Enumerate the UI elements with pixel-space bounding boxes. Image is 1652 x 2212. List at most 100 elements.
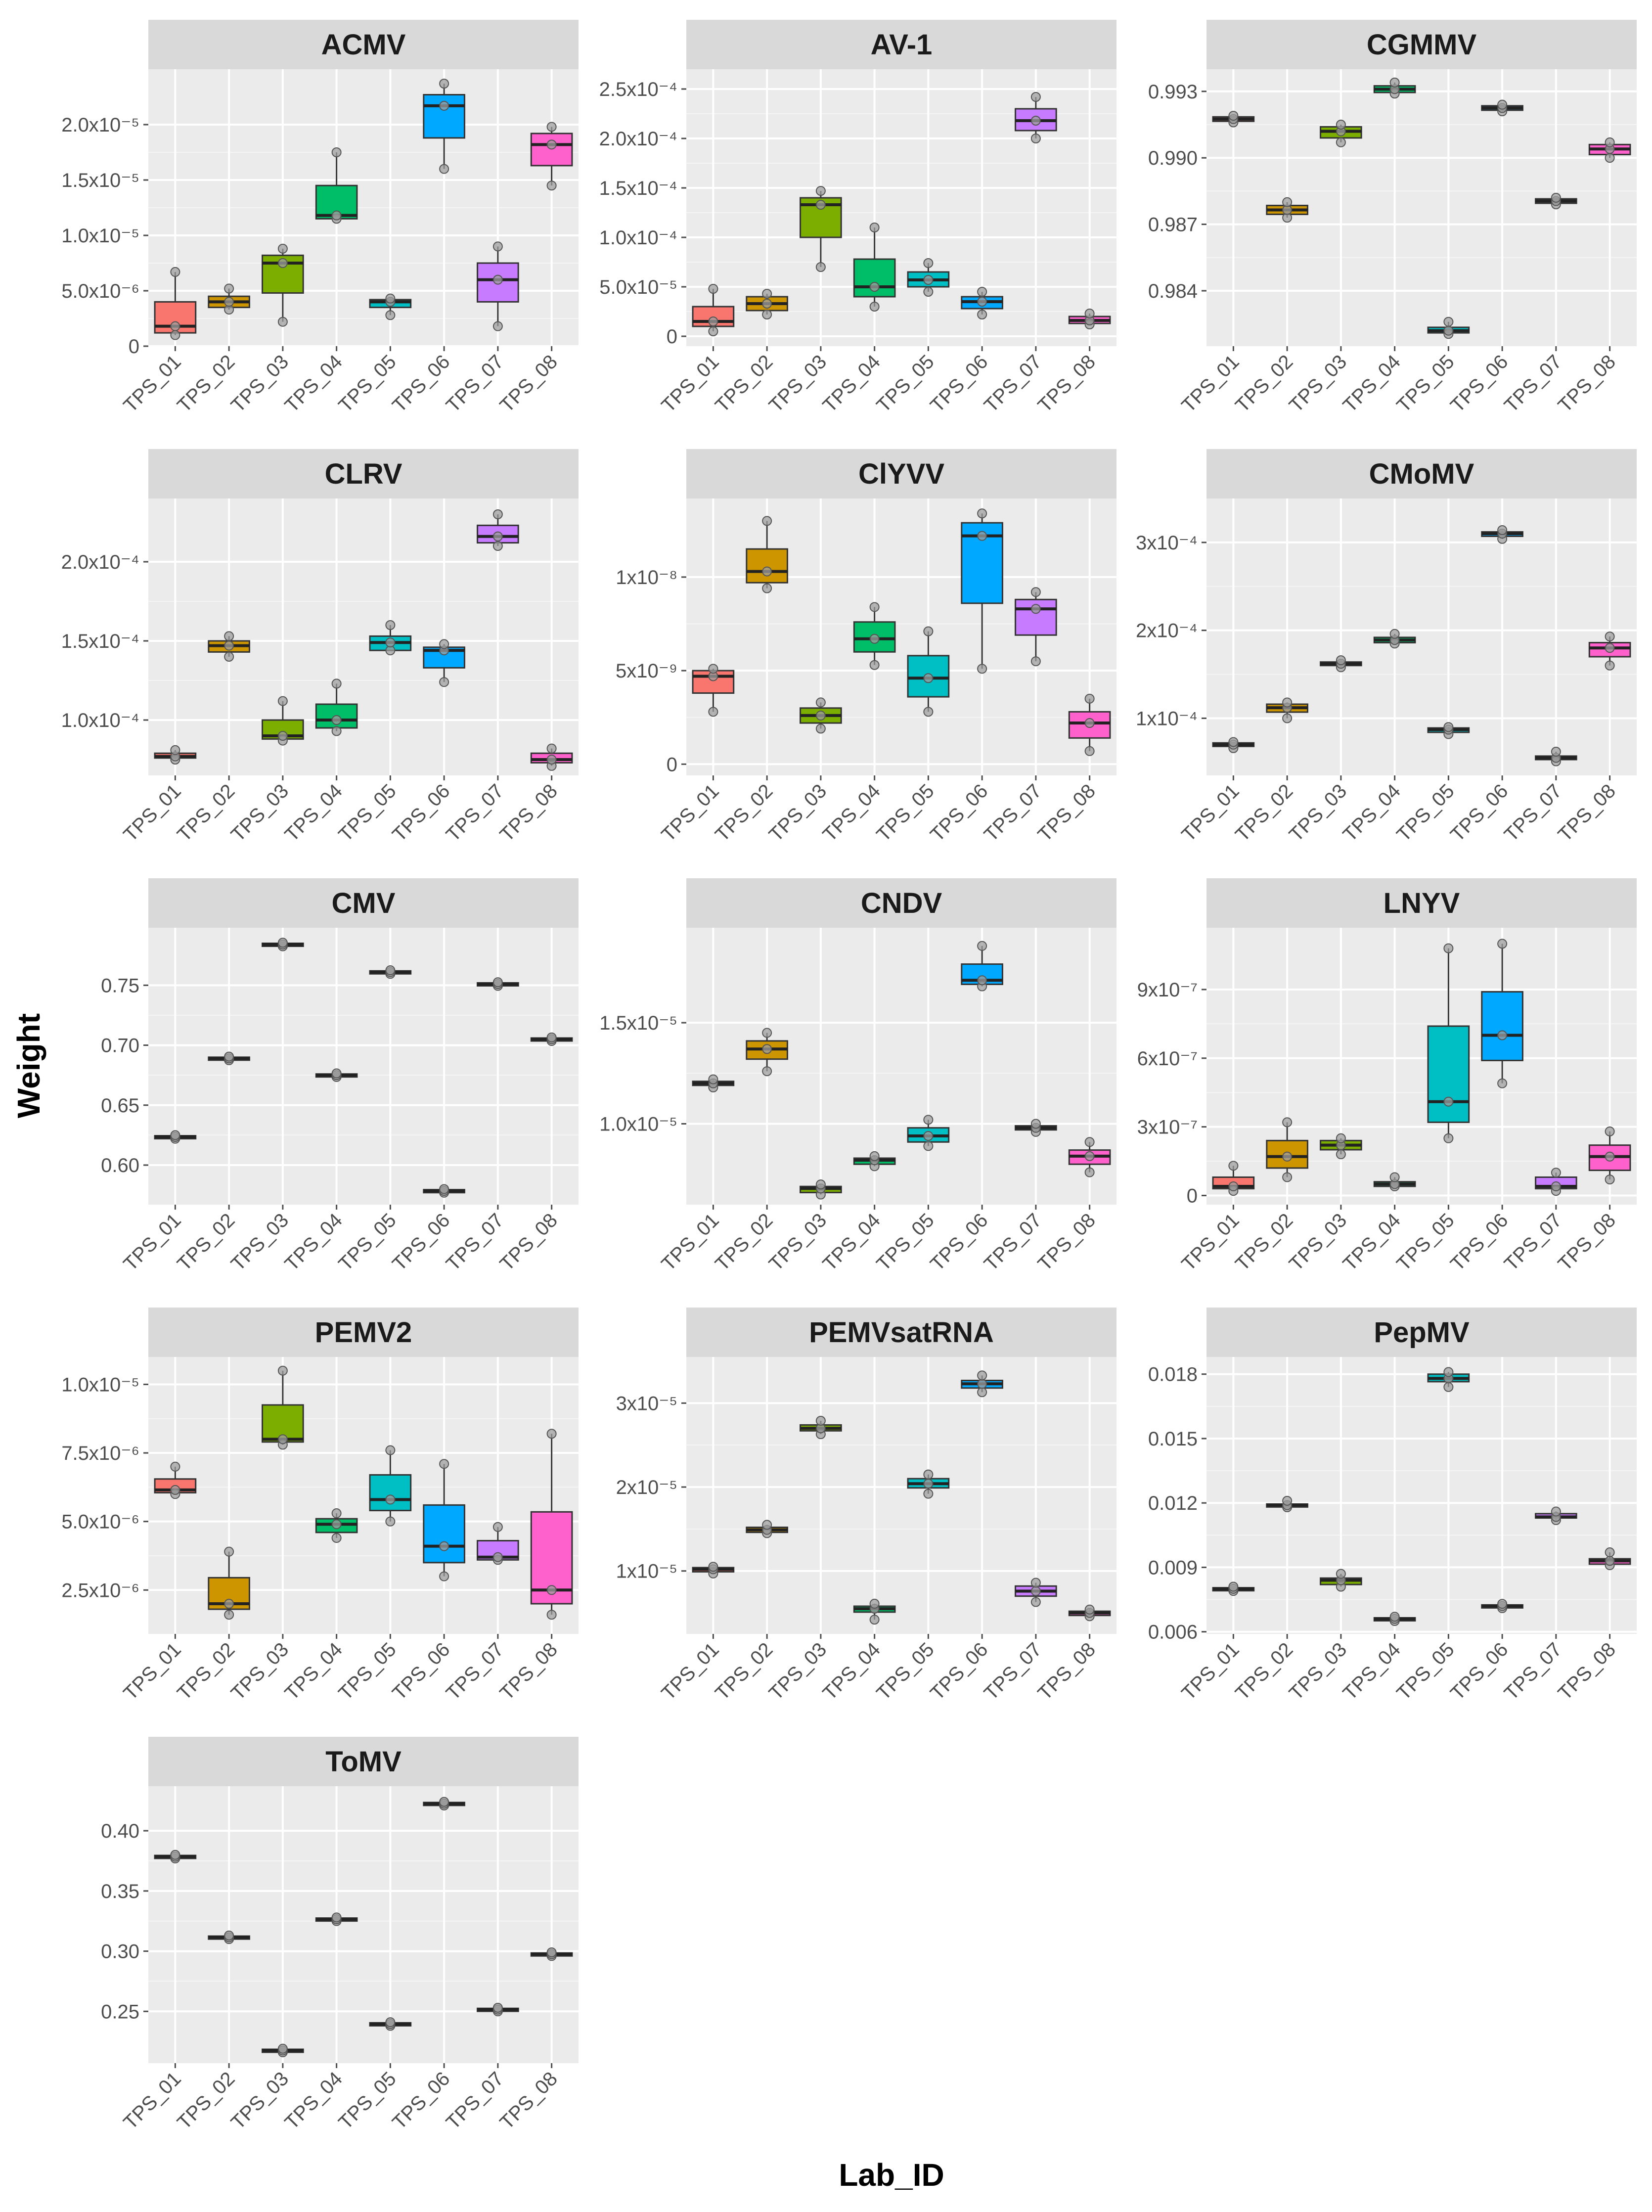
box-iqr xyxy=(369,1474,412,1511)
y-tick-label: 1.5x10⁻⁴ xyxy=(599,178,677,199)
box-cmv-tps-06 xyxy=(423,1184,465,1198)
data-point xyxy=(546,755,557,765)
y-tick-label: 0.75 xyxy=(101,975,139,996)
box-cmomv-tps-08 xyxy=(1588,632,1631,671)
data-point xyxy=(1228,1161,1239,1171)
box-pemv2-tps-07 xyxy=(477,1522,519,1565)
box-cmv-tps-05 xyxy=(369,965,412,979)
box-cgmmv-tps-02 xyxy=(1266,197,1308,223)
box-cmv-tps-08 xyxy=(530,1032,573,1046)
data-point xyxy=(977,297,987,307)
plot-area-cmomv xyxy=(1206,498,1637,775)
data-point xyxy=(331,1519,342,1530)
y-tick-label: 5.0x10⁻⁵ xyxy=(599,276,677,298)
y-tick-label: 0.012 xyxy=(1148,1492,1198,1514)
box-pemvsatrna-tps-01 xyxy=(692,1562,735,1579)
data-point xyxy=(224,1051,234,1062)
data-point xyxy=(224,652,234,662)
data-point xyxy=(1084,1167,1095,1177)
strip-pepmv xyxy=(1206,1308,1637,1357)
box-lnyv-tps-06 xyxy=(1481,939,1523,1088)
data-point xyxy=(439,677,449,687)
data-point xyxy=(977,1370,987,1381)
box-pemvsatrna-tps-06 xyxy=(961,1370,1003,1398)
strip-pemv2 xyxy=(148,1308,579,1357)
y-tick-label: 0.60 xyxy=(101,1155,139,1176)
data-point xyxy=(1030,587,1041,597)
data-point xyxy=(1605,1556,1615,1566)
y-tick-label: 2.0x10⁻⁴ xyxy=(61,551,139,573)
data-point xyxy=(815,200,826,210)
box-acmv-tps-01 xyxy=(154,267,197,340)
data-point xyxy=(1389,1612,1400,1622)
panel-clrv: CLRV1.0x10⁻⁴1.5x10⁻⁴2.0x10⁻⁴TPS_01TPS_02… xyxy=(61,449,579,846)
data-point xyxy=(1605,153,1615,163)
box-pemvsatrna-tps-07 xyxy=(1015,1578,1057,1607)
data-point xyxy=(385,293,396,304)
strip-label-pemv2: PEMV2 xyxy=(315,1316,412,1349)
y-tick-label: 1.0x10⁻⁵ xyxy=(61,225,139,247)
y-tick-label: 2x10⁻⁴ xyxy=(1136,620,1198,642)
box-cmv-tps-03 xyxy=(262,938,304,951)
y-tick-label: 1.0x10⁻⁴ xyxy=(599,227,677,249)
data-point xyxy=(546,181,557,191)
data-point xyxy=(331,1508,342,1519)
y-tick-label: 0.30 xyxy=(101,1941,139,1963)
box-cndv-tps-07 xyxy=(1015,1119,1057,1137)
strip-label-pepmv: PepMV xyxy=(1374,1316,1470,1349)
y-tick-label: 5.0x10⁻⁶ xyxy=(61,280,139,302)
box-pepmv-tps-01 xyxy=(1212,1581,1255,1596)
box-av-1-tps-08 xyxy=(1068,309,1111,329)
data-point xyxy=(1605,643,1615,653)
box-pemv2-tps-03 xyxy=(262,1365,304,1450)
y-tick-label: 3x10⁻⁴ xyxy=(1136,532,1198,554)
strip-pemvsatrna xyxy=(686,1308,1116,1357)
strip-label-cmomv: CMoMV xyxy=(1369,458,1474,490)
box-clrv-tps-02 xyxy=(208,631,250,662)
box-tomv-tps-02 xyxy=(208,1930,250,1944)
box-clyvv-tps-04 xyxy=(853,602,896,670)
box-av-1-tps-05 xyxy=(907,258,950,297)
data-point xyxy=(815,262,826,272)
data-point xyxy=(546,139,557,150)
box-cndv-tps-06 xyxy=(961,941,1003,992)
y-tick-label: 2.0x10⁻⁴ xyxy=(599,128,677,150)
data-point xyxy=(1228,737,1239,747)
strip-acmv xyxy=(148,20,579,69)
y-tick-label: 0.65 xyxy=(101,1095,139,1117)
strip-label-cgmmv: CGMMV xyxy=(1367,29,1477,61)
y-axis-title: Weight xyxy=(11,1013,46,1118)
box-cmv-tps-02 xyxy=(208,1051,250,1065)
data-point xyxy=(1336,1569,1346,1579)
data-point xyxy=(1336,655,1346,666)
data-point xyxy=(1030,1586,1041,1596)
data-point xyxy=(1282,1117,1293,1128)
plot-area-pepmv xyxy=(1206,1357,1637,1634)
data-point xyxy=(492,1552,503,1562)
data-point xyxy=(1443,316,1454,327)
data-point xyxy=(923,1115,934,1125)
data-point xyxy=(331,1912,342,1923)
box-cndv-tps-05 xyxy=(907,1115,950,1151)
y-tick-label: 9x10⁻⁷ xyxy=(1137,979,1198,1001)
strip-cgmmv xyxy=(1206,20,1637,69)
data-point xyxy=(439,639,449,649)
strip-cmomv xyxy=(1206,449,1637,498)
y-tick-label: 5.0x10⁻⁶ xyxy=(61,1511,139,1533)
data-point xyxy=(492,531,503,542)
data-point xyxy=(1084,718,1095,728)
data-point xyxy=(977,1387,987,1398)
y-tick-label: 0.009 xyxy=(1148,1557,1198,1579)
panel-clyvv: ClYVV05x10⁻⁹1x10⁻⁸TPS_01TPS_02TPS_03TPS_… xyxy=(616,449,1116,846)
data-point xyxy=(762,1028,772,1038)
data-point xyxy=(977,1379,987,1389)
data-point xyxy=(492,241,503,252)
data-point xyxy=(331,726,342,736)
data-point xyxy=(331,1068,342,1079)
data-point xyxy=(277,243,288,254)
box-clrv-tps-04 xyxy=(315,678,358,736)
data-point xyxy=(1282,1172,1293,1182)
box-iqr xyxy=(1427,1025,1470,1123)
box-clrv-tps-07 xyxy=(477,509,519,551)
data-point xyxy=(1336,1149,1346,1160)
